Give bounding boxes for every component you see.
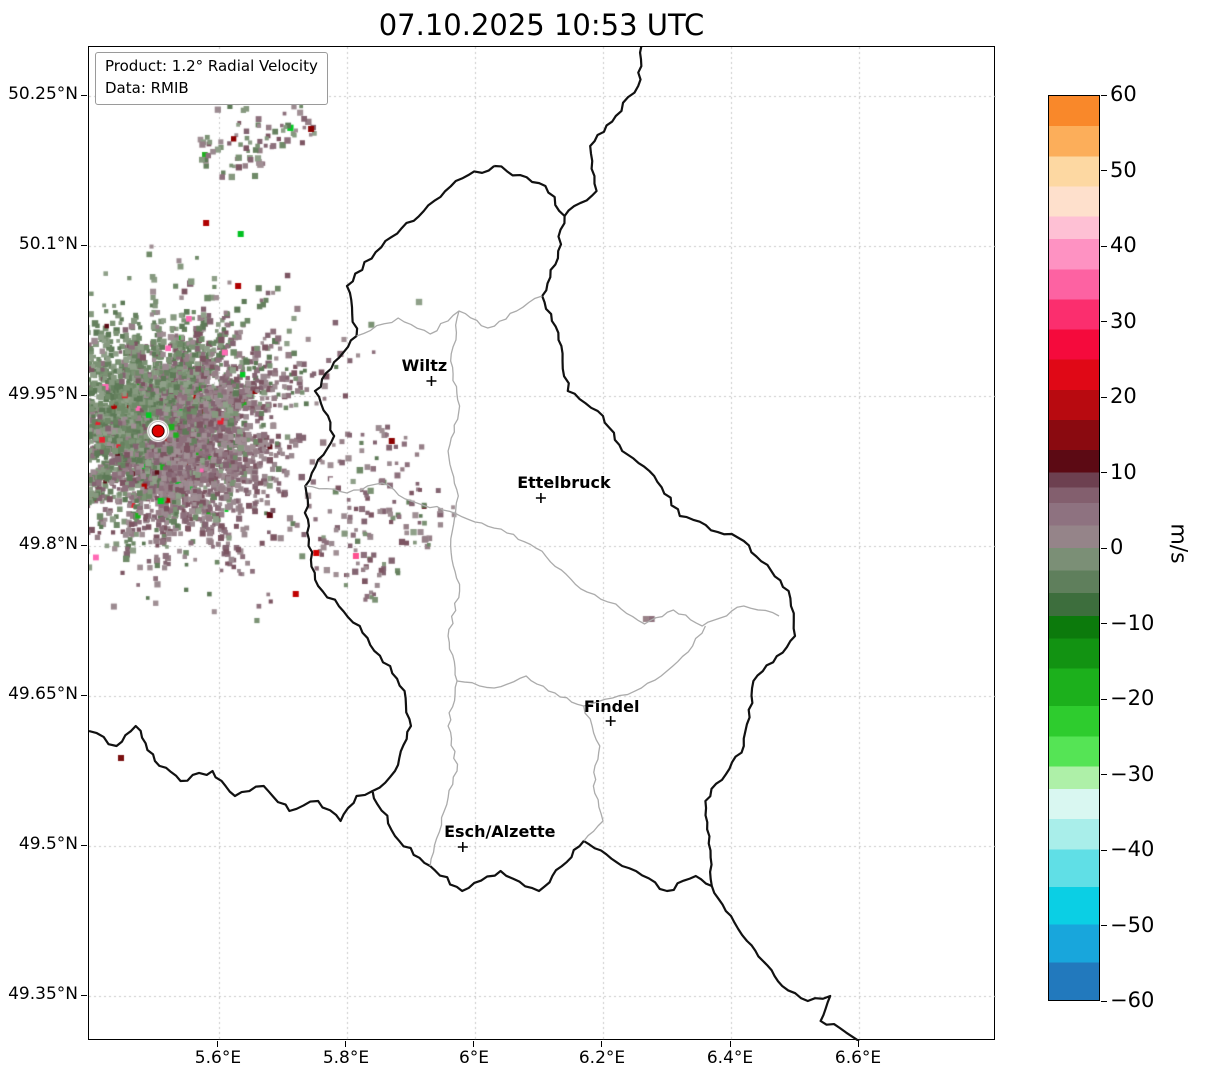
colorbar-gradient — [1049, 96, 1099, 1000]
x-tick-mark — [473, 1041, 475, 1047]
district-border — [429, 310, 461, 867]
data-source-line: Data: RMIB — [105, 78, 189, 97]
colorbar-tick-mark — [1101, 245, 1107, 247]
colorbar-tick-label: −40 — [1110, 837, 1155, 861]
country-border-belgium-france — [89, 724, 374, 823]
country-border-france-germany — [710, 885, 860, 1041]
y-tick-label: 49.8°N — [18, 534, 78, 554]
colorbar-tick-mark — [1101, 472, 1107, 473]
country-border-belgium-germany — [563, 47, 643, 217]
y-tick-mark — [81, 544, 87, 546]
colorbar-tick-mark — [1101, 94, 1107, 96]
colorbar-tick-mark — [1101, 623, 1107, 624]
colorbar — [1048, 95, 1100, 1001]
colorbar-tick-mark — [1101, 849, 1107, 851]
x-tick-mark — [857, 1041, 859, 1047]
x-tick-label: 6.2°E — [578, 1048, 626, 1068]
district-border — [583, 705, 604, 842]
colorbar-tick-label: −60 — [1110, 988, 1155, 1012]
x-tick-mark — [345, 1041, 347, 1047]
x-tick-label: 6°E — [458, 1048, 489, 1068]
y-tick-mark — [81, 394, 87, 396]
colorbar-label: m/s — [1165, 523, 1191, 564]
city-label: Findel — [584, 697, 640, 716]
y-tick-label: 49.35°N — [8, 984, 78, 1004]
colorbar-tick-mark — [1101, 547, 1107, 549]
city-marker-icon — [605, 716, 616, 726]
velocity-field-canvas — [89, 47, 996, 1041]
x-tick-label: 6.4°E — [706, 1048, 754, 1068]
city-label: Wiltz — [402, 356, 448, 375]
city-marker-icon — [535, 493, 546, 503]
y-tick-mark — [81, 244, 87, 246]
colorbar-tick-label: 50 — [1110, 157, 1137, 182]
colorbar-tick-mark — [1101, 170, 1107, 171]
colorbar-tick-label: 20 — [1110, 384, 1137, 408]
y-tick-mark — [81, 994, 87, 996]
x-tick-label: 5.6°E — [194, 1048, 242, 1068]
map-overlay: Wiltz Ettelbruck Findel Esch/Alzette — [89, 47, 860, 1041]
district-border — [305, 482, 780, 627]
colorbar-tick-label: 0 — [1110, 535, 1124, 559]
city-label: Esch/Alzette — [444, 822, 556, 841]
colorbar-tick-mark — [1101, 396, 1107, 398]
y-tick-mark — [81, 844, 87, 846]
colorbar-tick-label: −30 — [1110, 761, 1155, 786]
district-border — [456, 625, 706, 707]
y-tick-mark — [81, 94, 87, 96]
y-tick-label: 49.95°N — [8, 384, 78, 404]
district-border — [356, 295, 543, 337]
y-tick-label: 50.1°N — [18, 234, 78, 254]
y-tick-label: 50.25°N — [8, 84, 78, 104]
colorbar-tick-label: −50 — [1110, 912, 1155, 937]
country-border-luxembourg — [303, 164, 797, 893]
x-tick-label: 6.6°E — [834, 1048, 882, 1068]
y-tick-label: 49.5°N — [18, 834, 78, 854]
colorbar-tick-mark — [1101, 925, 1107, 926]
y-tick-label: 49.65°N — [8, 684, 78, 704]
plot-title: 07.10.2025 10:53 UTC — [378, 8, 705, 42]
colorbar-tick-label: 10 — [1110, 459, 1137, 484]
colorbar-tick-mark — [1101, 321, 1107, 322]
colorbar-tick-mark — [1101, 698, 1107, 700]
colorbar-tick-mark — [1101, 774, 1107, 775]
colorbar-tick-label: 40 — [1110, 233, 1137, 257]
product-line: Product: 1.2° Radial Velocity — [105, 57, 318, 75]
x-tick-mark — [217, 1041, 219, 1047]
colorbar-tick-label: 60 — [1110, 82, 1137, 106]
colorbar-tick-mark — [1101, 1000, 1107, 1002]
x-tick-mark — [601, 1041, 603, 1047]
city-marker-icon — [457, 842, 468, 852]
x-tick-label: 5.8°E — [322, 1048, 370, 1068]
product-info-box: Product: 1.2° Radial Velocity Data: RMIB — [95, 52, 328, 105]
city-label: Ettelbruck — [517, 473, 611, 492]
colorbar-tick-label: 30 — [1110, 308, 1137, 333]
colorbar-tick-label: −10 — [1110, 610, 1155, 635]
radar-site-icon — [151, 424, 165, 438]
colorbar-tick-label: −20 — [1110, 686, 1155, 710]
city-marker-icon — [426, 376, 437, 386]
y-tick-mark — [81, 694, 87, 696]
plot-area: Wiltz Ettelbruck Findel Esch/Alzette Produc… — [88, 46, 996, 1041]
x-tick-mark — [729, 1041, 731, 1047]
